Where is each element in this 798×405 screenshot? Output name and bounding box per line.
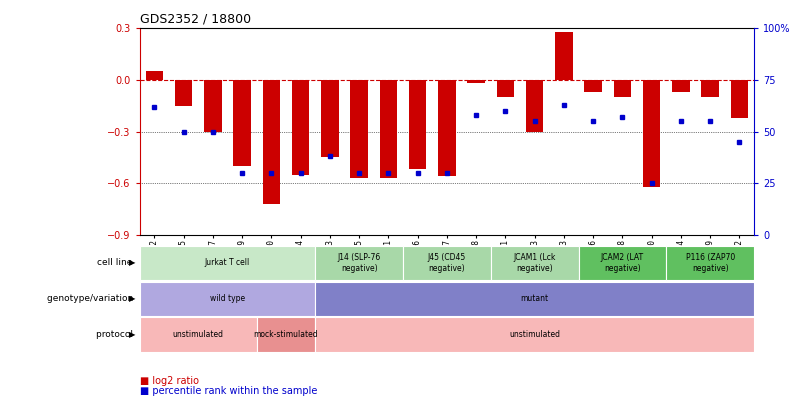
Text: JCAM2 (LAT
negative): JCAM2 (LAT negative)	[601, 253, 644, 273]
Bar	[257, 317, 315, 352]
Bar	[579, 246, 666, 280]
Bar	[263, 80, 280, 204]
Bar	[315, 317, 754, 352]
Bar	[140, 281, 315, 316]
Bar	[175, 80, 192, 106]
Text: protocol: protocol	[96, 330, 136, 339]
Bar	[701, 80, 719, 97]
Text: J14 (SLP-76
negative): J14 (SLP-76 negative)	[338, 253, 381, 273]
Bar	[496, 80, 514, 97]
Text: P116 (ZAP70
negative): P116 (ZAP70 negative)	[685, 253, 735, 273]
Bar	[666, 246, 754, 280]
Bar	[321, 80, 338, 158]
Bar	[468, 80, 485, 83]
Text: ▶: ▶	[129, 258, 136, 267]
Text: J45 (CD45
negative): J45 (CD45 negative)	[428, 253, 466, 273]
Bar	[204, 80, 222, 132]
Bar	[140, 246, 315, 280]
Bar	[643, 80, 661, 187]
Text: JCAM1 (Lck
negative): JCAM1 (Lck negative)	[513, 253, 556, 273]
Text: ■ log2 ratio: ■ log2 ratio	[140, 376, 199, 386]
Bar	[403, 246, 491, 280]
Bar	[315, 246, 403, 280]
Bar	[380, 80, 397, 178]
Text: ▶: ▶	[129, 330, 136, 339]
Bar	[315, 281, 754, 316]
Bar	[409, 80, 426, 169]
Bar	[731, 80, 749, 118]
Bar	[438, 80, 456, 177]
Bar	[555, 32, 573, 80]
Bar	[584, 80, 602, 92]
Text: ■ percentile rank within the sample: ■ percentile rank within the sample	[140, 386, 317, 396]
Text: GDS2352 / 18800: GDS2352 / 18800	[140, 13, 251, 26]
Bar	[350, 80, 368, 178]
Bar	[140, 317, 257, 352]
Bar	[614, 80, 631, 97]
Bar	[292, 80, 310, 175]
Text: Jurkat T cell: Jurkat T cell	[205, 258, 250, 267]
Text: mutant: mutant	[520, 294, 549, 303]
Bar	[491, 246, 579, 280]
Text: cell line: cell line	[97, 258, 136, 267]
Text: unstimulated: unstimulated	[172, 330, 223, 339]
Bar	[233, 80, 251, 166]
Bar	[672, 80, 689, 92]
Bar	[145, 71, 163, 80]
Text: unstimulated: unstimulated	[509, 330, 560, 339]
Text: genotype/variation: genotype/variation	[46, 294, 136, 303]
Text: mock-stimulated: mock-stimulated	[254, 330, 318, 339]
Text: wild type: wild type	[210, 294, 245, 303]
Text: ▶: ▶	[129, 294, 136, 303]
Bar	[526, 80, 543, 132]
